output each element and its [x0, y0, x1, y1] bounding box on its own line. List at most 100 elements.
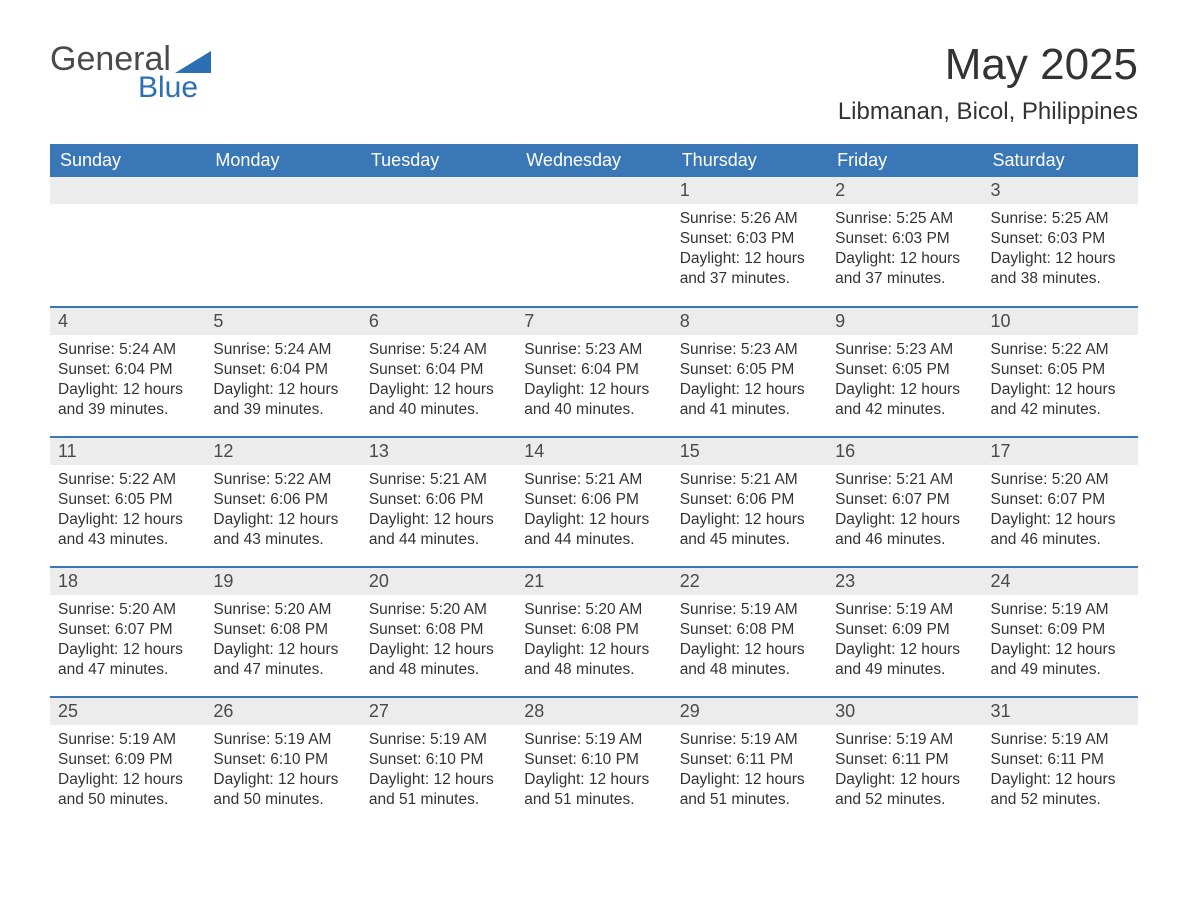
day-cell: 3Sunrise: 5:25 AMSunset: 6:03 PMDaylight…	[983, 177, 1138, 307]
week-row: 1Sunrise: 5:26 AMSunset: 6:03 PMDaylight…	[50, 177, 1138, 307]
day-details: Sunrise: 5:21 AMSunset: 6:06 PMDaylight:…	[672, 465, 827, 556]
sunrise-line: Sunrise: 5:21 AM	[680, 470, 819, 490]
day-details: Sunrise: 5:20 AMSunset: 6:08 PMDaylight:…	[361, 595, 516, 686]
daylight-line: Daylight: 12 hours and 39 minutes.	[58, 380, 197, 420]
day-details: Sunrise: 5:23 AMSunset: 6:05 PMDaylight:…	[672, 335, 827, 426]
day-details: Sunrise: 5:19 AMSunset: 6:10 PMDaylight:…	[205, 725, 360, 816]
day-number: 29	[672, 698, 827, 725]
day-number: 2	[827, 177, 982, 204]
daylight-line: Daylight: 12 hours and 44 minutes.	[524, 510, 663, 550]
day-details: Sunrise: 5:19 AMSunset: 6:11 PMDaylight:…	[672, 725, 827, 816]
sunrise-line: Sunrise: 5:20 AM	[991, 470, 1130, 490]
sunset-line: Sunset: 6:11 PM	[835, 750, 974, 770]
day-number: 14	[516, 438, 671, 465]
week-row: 18Sunrise: 5:20 AMSunset: 6:07 PMDayligh…	[50, 567, 1138, 697]
sunrise-line: Sunrise: 5:19 AM	[835, 730, 974, 750]
day-details: Sunrise: 5:22 AMSunset: 6:06 PMDaylight:…	[205, 465, 360, 556]
week-row: 11Sunrise: 5:22 AMSunset: 6:05 PMDayligh…	[50, 437, 1138, 567]
sunrise-line: Sunrise: 5:21 AM	[369, 470, 508, 490]
day-cell: 27Sunrise: 5:19 AMSunset: 6:10 PMDayligh…	[361, 697, 516, 827]
sunset-line: Sunset: 6:08 PM	[680, 620, 819, 640]
sunset-line: Sunset: 6:10 PM	[524, 750, 663, 770]
sunrise-line: Sunrise: 5:22 AM	[991, 340, 1130, 360]
day-details: Sunrise: 5:19 AMSunset: 6:09 PMDaylight:…	[827, 595, 982, 686]
sunset-line: Sunset: 6:08 PM	[369, 620, 508, 640]
sunset-line: Sunset: 6:10 PM	[213, 750, 352, 770]
day-cell	[50, 177, 205, 307]
day-number: 21	[516, 568, 671, 595]
sunrise-line: Sunrise: 5:24 AM	[58, 340, 197, 360]
day-number: 10	[983, 308, 1138, 335]
weekday-header-row: SundayMondayTuesdayWednesdayThursdayFrid…	[50, 144, 1138, 177]
day-cell: 10Sunrise: 5:22 AMSunset: 6:05 PMDayligh…	[983, 307, 1138, 437]
sunset-line: Sunset: 6:04 PM	[369, 360, 508, 380]
day-cell: 7Sunrise: 5:23 AMSunset: 6:04 PMDaylight…	[516, 307, 671, 437]
sunrise-line: Sunrise: 5:19 AM	[835, 600, 974, 620]
day-cell: 14Sunrise: 5:21 AMSunset: 6:06 PMDayligh…	[516, 437, 671, 567]
weekday-header: Monday	[205, 144, 360, 177]
daylight-line: Daylight: 12 hours and 47 minutes.	[213, 640, 352, 680]
calendar-body: 1Sunrise: 5:26 AMSunset: 6:03 PMDaylight…	[50, 177, 1138, 827]
sunrise-line: Sunrise: 5:20 AM	[524, 600, 663, 620]
daylight-line: Daylight: 12 hours and 43 minutes.	[58, 510, 197, 550]
day-details: Sunrise: 5:19 AMSunset: 6:10 PMDaylight:…	[361, 725, 516, 816]
sunset-line: Sunset: 6:05 PM	[835, 360, 974, 380]
daylight-line: Daylight: 12 hours and 48 minutes.	[369, 640, 508, 680]
daylight-line: Daylight: 12 hours and 47 minutes.	[58, 640, 197, 680]
day-details: Sunrise: 5:23 AMSunset: 6:05 PMDaylight:…	[827, 335, 982, 426]
sunrise-line: Sunrise: 5:19 AM	[58, 730, 197, 750]
daylight-line: Daylight: 12 hours and 37 minutes.	[680, 249, 819, 289]
day-cell: 9Sunrise: 5:23 AMSunset: 6:05 PMDaylight…	[827, 307, 982, 437]
sunrise-line: Sunrise: 5:23 AM	[524, 340, 663, 360]
day-cell	[516, 177, 671, 307]
day-number: 31	[983, 698, 1138, 725]
day-cell: 18Sunrise: 5:20 AMSunset: 6:07 PMDayligh…	[50, 567, 205, 697]
sunset-line: Sunset: 6:03 PM	[680, 229, 819, 249]
day-number: 4	[50, 308, 205, 335]
sunset-line: Sunset: 6:04 PM	[213, 360, 352, 380]
day-details: Sunrise: 5:20 AMSunset: 6:08 PMDaylight:…	[516, 595, 671, 686]
day-number-empty	[205, 177, 360, 204]
day-cell: 12Sunrise: 5:22 AMSunset: 6:06 PMDayligh…	[205, 437, 360, 567]
sunset-line: Sunset: 6:11 PM	[680, 750, 819, 770]
sunset-line: Sunset: 6:06 PM	[369, 490, 508, 510]
logo: General Blue	[50, 40, 211, 105]
day-cell: 2Sunrise: 5:25 AMSunset: 6:03 PMDaylight…	[827, 177, 982, 307]
day-number: 18	[50, 568, 205, 595]
day-number: 11	[50, 438, 205, 465]
day-number: 8	[672, 308, 827, 335]
day-details: Sunrise: 5:21 AMSunset: 6:06 PMDaylight:…	[516, 465, 671, 556]
daylight-line: Daylight: 12 hours and 51 minutes.	[369, 770, 508, 810]
sunset-line: Sunset: 6:09 PM	[991, 620, 1130, 640]
sunrise-line: Sunrise: 5:23 AM	[835, 340, 974, 360]
sunrise-line: Sunrise: 5:22 AM	[213, 470, 352, 490]
sunrise-line: Sunrise: 5:19 AM	[213, 730, 352, 750]
sunset-line: Sunset: 6:03 PM	[991, 229, 1130, 249]
sunset-line: Sunset: 6:07 PM	[58, 620, 197, 640]
daylight-line: Daylight: 12 hours and 48 minutes.	[524, 640, 663, 680]
day-cell: 31Sunrise: 5:19 AMSunset: 6:11 PMDayligh…	[983, 697, 1138, 827]
sunrise-line: Sunrise: 5:25 AM	[991, 209, 1130, 229]
day-number: 22	[672, 568, 827, 595]
day-details: Sunrise: 5:19 AMSunset: 6:10 PMDaylight:…	[516, 725, 671, 816]
day-cell: 16Sunrise: 5:21 AMSunset: 6:07 PMDayligh…	[827, 437, 982, 567]
day-number: 27	[361, 698, 516, 725]
weekday-header: Sunday	[50, 144, 205, 177]
day-number: 19	[205, 568, 360, 595]
day-number-empty	[516, 177, 671, 204]
day-number: 7	[516, 308, 671, 335]
sunset-line: Sunset: 6:08 PM	[213, 620, 352, 640]
sunrise-line: Sunrise: 5:23 AM	[680, 340, 819, 360]
sunrise-line: Sunrise: 5:22 AM	[58, 470, 197, 490]
day-details: Sunrise: 5:21 AMSunset: 6:07 PMDaylight:…	[827, 465, 982, 556]
day-cell: 11Sunrise: 5:22 AMSunset: 6:05 PMDayligh…	[50, 437, 205, 567]
sunset-line: Sunset: 6:04 PM	[58, 360, 197, 380]
sunset-line: Sunset: 6:05 PM	[680, 360, 819, 380]
logo-triangle-icon	[175, 51, 211, 73]
daylight-line: Daylight: 12 hours and 45 minutes.	[680, 510, 819, 550]
day-number: 15	[672, 438, 827, 465]
sunrise-line: Sunrise: 5:19 AM	[991, 600, 1130, 620]
daylight-line: Daylight: 12 hours and 41 minutes.	[680, 380, 819, 420]
day-number: 28	[516, 698, 671, 725]
calendar-table: SundayMondayTuesdayWednesdayThursdayFrid…	[50, 144, 1138, 827]
